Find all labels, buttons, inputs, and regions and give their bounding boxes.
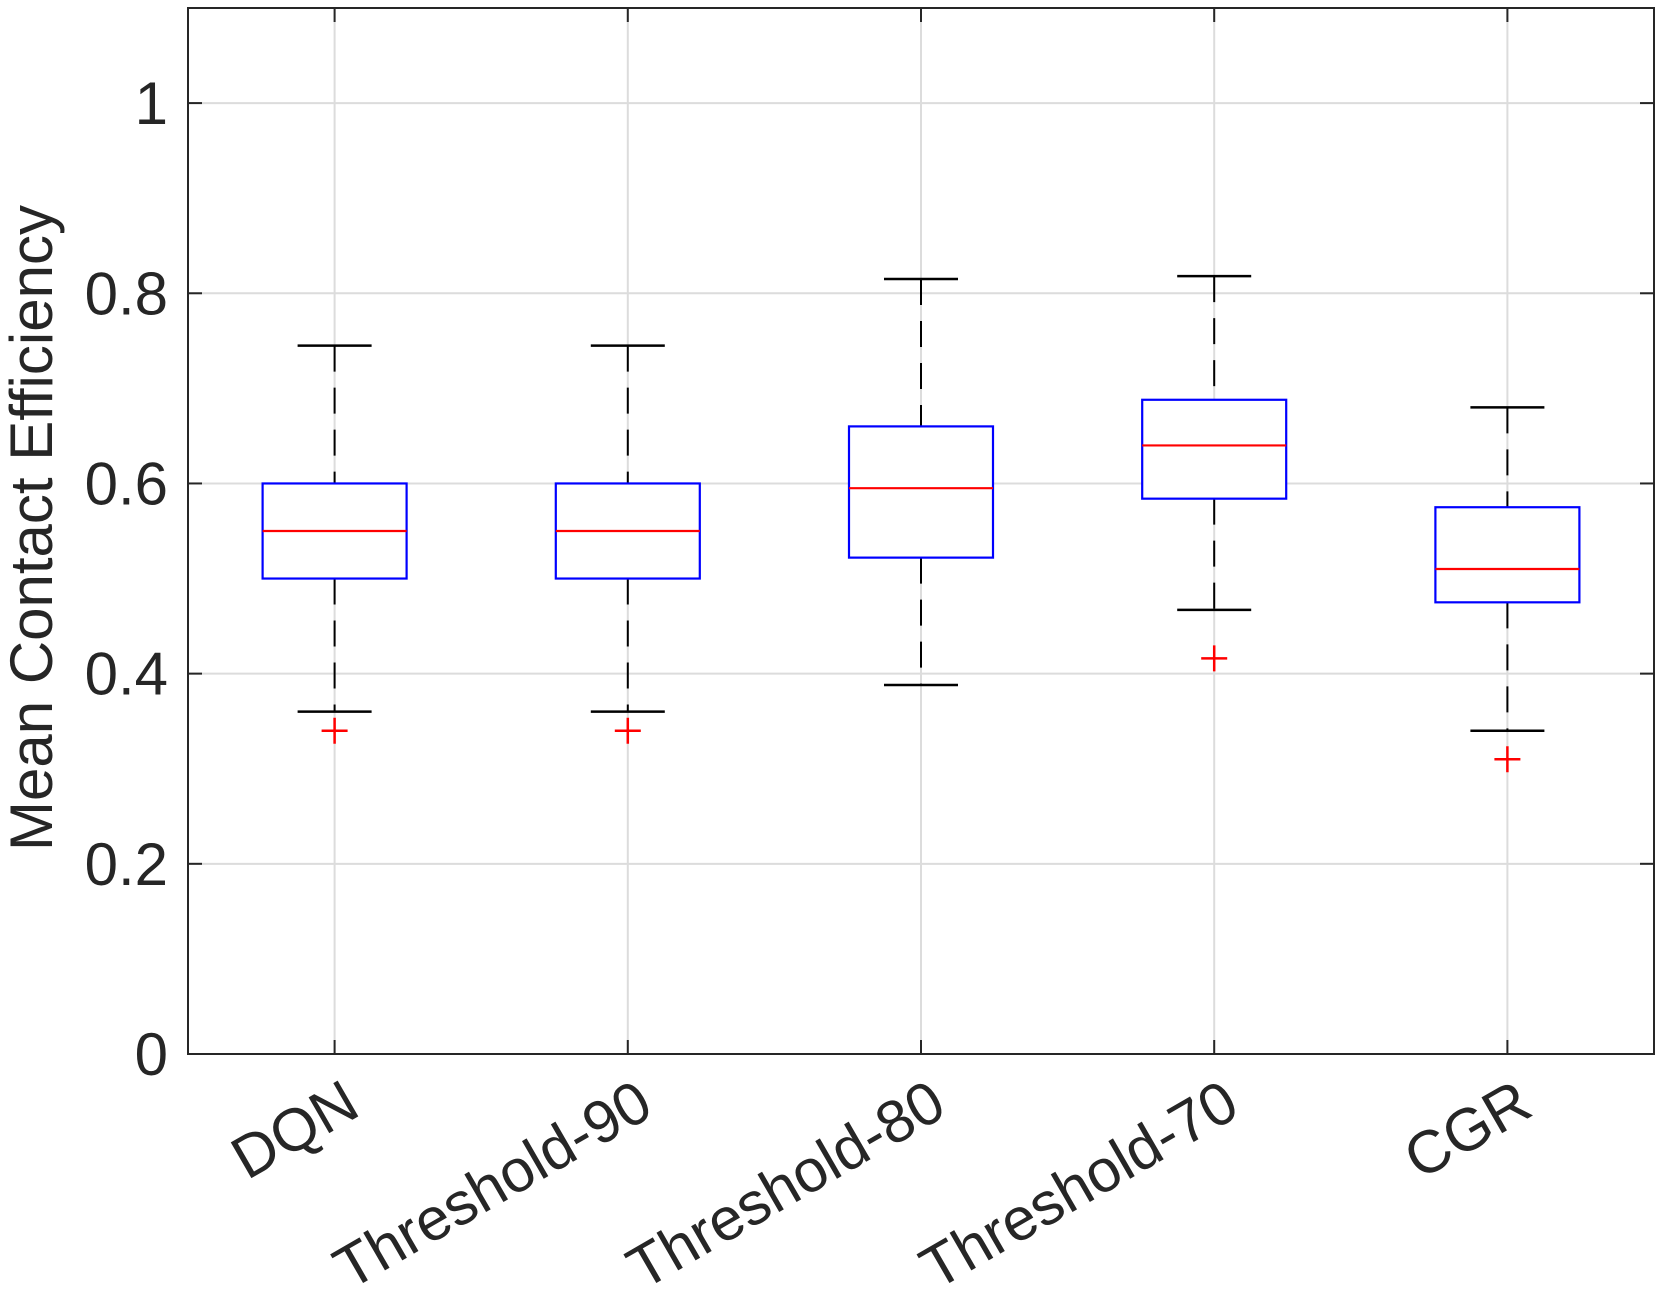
box-threshold-90 (554, 344, 701, 744)
box-iqr (1141, 398, 1288, 500)
box-iqr (847, 425, 995, 559)
y-tick-label: 1 (135, 70, 168, 137)
y-tick-label: 0.4 (85, 641, 168, 708)
y-axis-label: Mean Contact Efficiency (0, 205, 65, 851)
box-threshold-80 (847, 277, 995, 687)
y-tick-label: 0 (135, 1021, 168, 1088)
outlier-marker (614, 717, 641, 744)
outlier-marker (1201, 645, 1228, 672)
box-iqr (1434, 506, 1581, 604)
y-tick-label: 0.6 (85, 450, 168, 517)
outlier-marker (321, 717, 348, 744)
x-tick-label: Threshold-70 (909, 1067, 1249, 1302)
axis-ticks (188, 8, 1654, 1055)
outlier-marker (1494, 746, 1521, 773)
y-tick-label: 0.8 (85, 260, 168, 327)
box-cgr (1434, 406, 1581, 773)
y-tick-label: 0.2 (85, 831, 168, 898)
x-tick-label: DQN (220, 1067, 369, 1192)
boxes (261, 274, 1581, 773)
axis-labels: 0 0.2 0.4 0.6 0.8 1 DQNThreshold-90Threshold-8… (85, 70, 1542, 1302)
box-dqn (261, 344, 408, 744)
x-tick-label: Threshold-90 (323, 1067, 663, 1302)
x-tick-label: CGR (1393, 1067, 1542, 1192)
x-tick-label: Threshold-80 (616, 1067, 956, 1302)
box-threshold-70 (1141, 274, 1288, 672)
